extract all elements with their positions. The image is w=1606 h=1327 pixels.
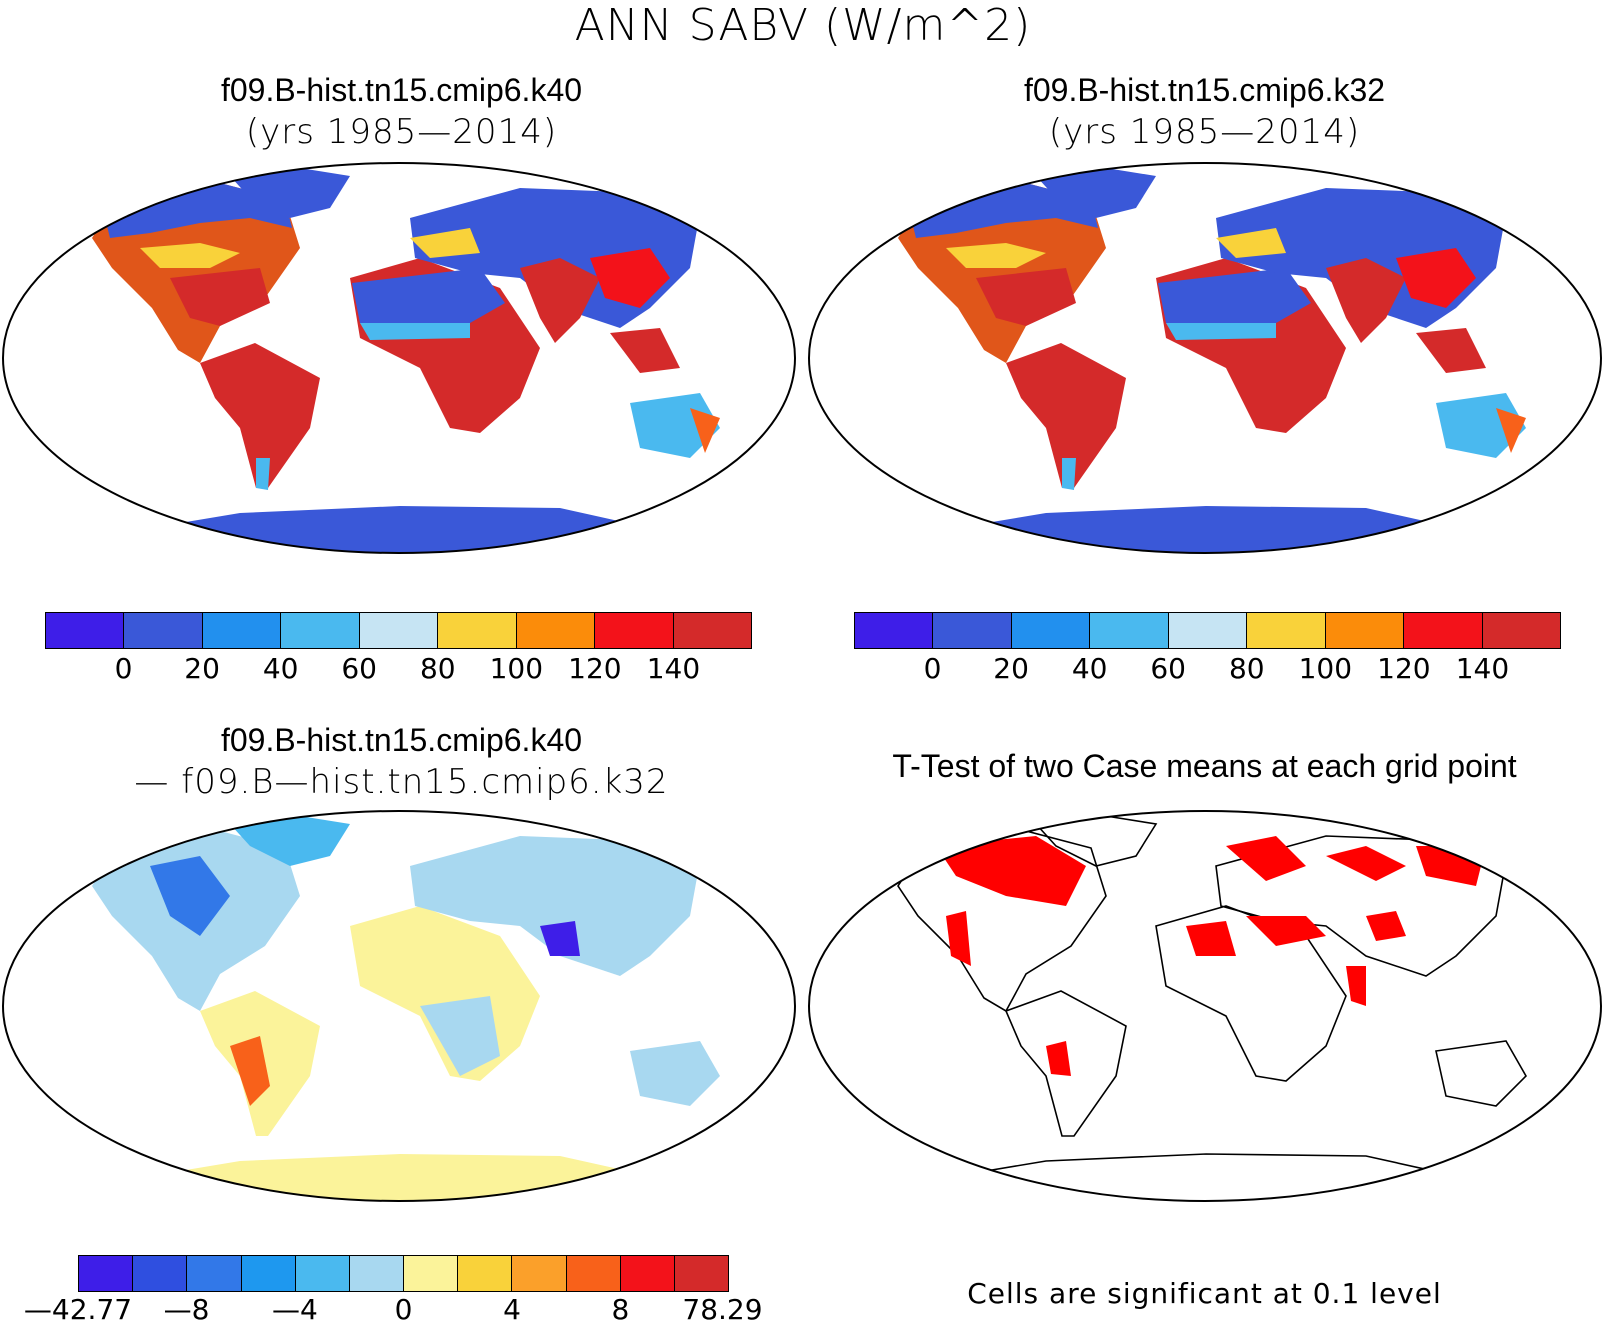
panel-title-k40: f09.B-hist.tn15.cmip6.k40 xyxy=(220,72,583,108)
tick-label: —42.77 xyxy=(23,1293,133,1326)
colorbar-box xyxy=(1168,613,1248,648)
tick-label: 20 xyxy=(184,652,220,685)
tick-label: 120 xyxy=(568,652,622,685)
tick-label: 0 xyxy=(114,652,133,685)
panel-subtitle-diff: — f09.B—hist.tn15.cmip6.k32 xyxy=(134,762,669,802)
tick-label: 80 xyxy=(419,652,456,685)
panel-title-ttest: T-Test of two Case means at each grid po… xyxy=(892,748,1517,784)
colorbar-box xyxy=(855,613,934,648)
tick-label: 8 xyxy=(611,1293,630,1326)
tick-label: 60 xyxy=(341,652,378,685)
map-k32 xyxy=(808,162,1602,554)
colorbar-box xyxy=(349,1256,405,1291)
tick-label: 60 xyxy=(1150,652,1187,685)
figure-title: ANN SABV (W/m^2) xyxy=(574,0,1032,51)
colorbar-box xyxy=(295,1256,350,1291)
tick-label: 140 xyxy=(1455,652,1510,685)
tick-label: 0 xyxy=(394,1293,413,1326)
colorbar-box xyxy=(674,1256,729,1291)
colorbar-box xyxy=(404,1256,459,1291)
colorbar-box xyxy=(1011,613,1091,648)
colorbar-box xyxy=(133,1256,188,1291)
tick-label: 100 xyxy=(1298,652,1353,685)
colorbar-box xyxy=(46,613,125,648)
map-diff xyxy=(2,810,796,1202)
colorbar-box xyxy=(187,1256,242,1291)
tick-label: 140 xyxy=(646,652,701,685)
colorbar-ticks-k40: 0 20 40 60 80 100 120 140 xyxy=(45,652,752,686)
tick-label: 40 xyxy=(262,652,299,685)
colorbar-box xyxy=(458,1256,513,1291)
tick-label: 120 xyxy=(1377,652,1431,685)
colorbar-ticks-k32: 0 20 40 60 80 100 120 140 xyxy=(854,652,1561,686)
tick-label: 20 xyxy=(993,652,1029,685)
colorbar-box xyxy=(1482,613,1560,648)
tick-label: 100 xyxy=(489,652,544,685)
panel-title-k32: f09.B-hist.tn15.cmip6.k32 xyxy=(1023,72,1386,108)
land-fill-k40 xyxy=(92,168,720,553)
colorbar-box xyxy=(620,1256,675,1291)
tick-label: —8 xyxy=(163,1293,210,1326)
colorbar-box xyxy=(933,613,1012,648)
tick-label: 78.29 xyxy=(682,1293,763,1326)
colorbar-box xyxy=(359,613,439,648)
colorbar-box xyxy=(673,613,751,648)
colorbar-box xyxy=(512,1256,567,1291)
tick-label: 80 xyxy=(1228,652,1265,685)
tick-label: 0 xyxy=(923,652,942,685)
colorbar-box xyxy=(516,613,596,648)
colorbar-box xyxy=(241,1256,296,1291)
map-ttest xyxy=(808,810,1602,1202)
tick-label: —4 xyxy=(272,1293,318,1326)
colorbar-box xyxy=(595,613,674,648)
colorbar-k40 xyxy=(45,612,752,649)
panel-title-diff: f09.B-hist.tn15.cmip6.k40 xyxy=(220,722,583,758)
colorbar-box xyxy=(202,613,282,648)
colorbar-box xyxy=(1404,613,1483,648)
panel-subtitle-k40: (yrs 1985—2014) xyxy=(245,112,558,152)
colorbar-k32 xyxy=(854,612,1561,649)
colorbar-box xyxy=(1247,613,1326,648)
colorbar-box xyxy=(1090,613,1169,648)
significance-note: Cells are significant at 0.1 level xyxy=(967,1277,1442,1310)
map-k40 xyxy=(2,162,796,554)
tick-label: 40 xyxy=(1071,652,1108,685)
colorbar-box xyxy=(281,613,360,648)
colorbar-box xyxy=(124,613,203,648)
colorbar-diff xyxy=(78,1255,729,1292)
colorbar-box xyxy=(1325,613,1405,648)
colorbar-box xyxy=(566,1256,621,1291)
tick-label: 4 xyxy=(503,1293,521,1326)
colorbar-box xyxy=(79,1256,134,1291)
colorbar-box xyxy=(438,613,517,648)
panel-subtitle-k32: (yrs 1985—2014) xyxy=(1048,112,1361,152)
colorbar-ticks-diff: —42.77 —8 —4 0 4 8 78.29 xyxy=(24,1293,763,1327)
